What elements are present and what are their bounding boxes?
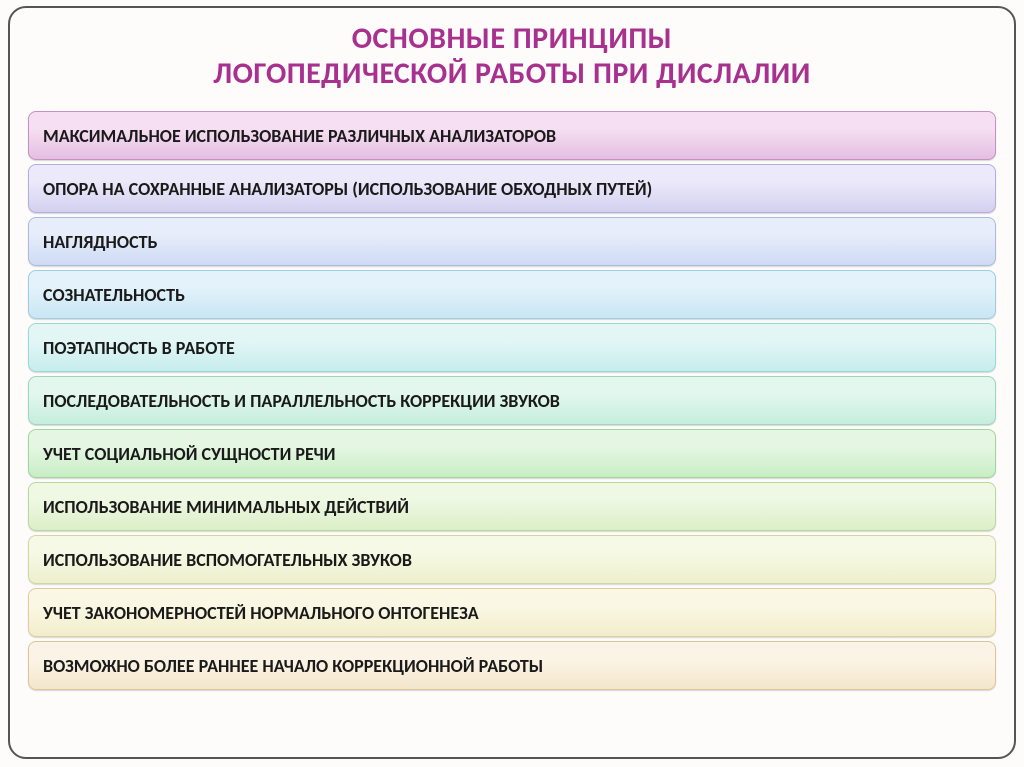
title-line-2: ЛОГОПЕДИЧЕСКОЙ РАБОТЫ ПРИ ДИСЛАЛИИ [28,57,996,92]
principle-bar: УЧЕТ ЗАКОНОМЕРНОСТЕЙ НОРМАЛЬНОГО ОНТОГЕН… [28,588,996,637]
principle-label: УЧЕТ СОЦИАЛЬНОЙ СУЩНОСТИ РЕЧИ [43,443,336,465]
principle-label: ВОЗМОЖНО БОЛЕЕ РАННЕЕ НАЧАЛО КОРРЕКЦИОНН… [43,655,543,677]
principle-label: ИСПОЛЬЗОВАНИЕ ВСПОМОГАТЕЛЬНЫХ ЗВУКОВ [43,549,412,571]
principle-bar: НАГЛЯДНОСТЬ [28,217,996,266]
principle-label: НАГЛЯДНОСТЬ [43,231,157,253]
principle-label: ПОСЛЕДОВАТЕЛЬНОСТЬ И ПАРАЛЛЕЛЬНОСТЬ КОРР… [43,390,560,412]
principle-label: ПОЭТАПНОСТЬ В РАБОТЕ [43,337,235,359]
principle-label: ОПОРА НА СОХРАННЫЕ АНАЛИЗАТОРЫ (ИСПОЛЬЗО… [43,178,652,200]
principle-label: СОЗНАТЕЛЬНОСТЬ [43,284,185,306]
slide-frame: ОСНОВНЫЕ ПРИНЦИПЫ ЛОГОПЕДИЧЕСКОЙ РАБОТЫ … [8,6,1016,759]
principle-bar: ПОСЛЕДОВАТЕЛЬНОСТЬ И ПАРАЛЛЕЛЬНОСТЬ КОРР… [28,376,996,425]
principle-bar: СОЗНАТЕЛЬНОСТЬ [28,270,996,319]
principle-bar: ИСПОЛЬЗОВАНИЕ МИНИМАЛЬНЫХ ДЕЙСТВИЙ [28,482,996,531]
principle-label: МАКСИМАЛЬНОЕ ИСПОЛЬЗОВАНИЕ РАЗЛИЧНЫХ АНА… [43,125,556,147]
principle-bar: ОПОРА НА СОХРАННЫЕ АНАЛИЗАТОРЫ (ИСПОЛЬЗО… [28,164,996,213]
principles-list: МАКСИМАЛЬНОЕ ИСПОЛЬЗОВАНИЕ РАЗЛИЧНЫХ АНА… [28,111,996,690]
principle-bar: МАКСИМАЛЬНОЕ ИСПОЛЬЗОВАНИЕ РАЗЛИЧНЫХ АНА… [28,111,996,160]
principle-bar: ВОЗМОЖНО БОЛЕЕ РАННЕЕ НАЧАЛО КОРРЕКЦИОНН… [28,641,996,690]
principle-bar: УЧЕТ СОЦИАЛЬНОЙ СУЩНОСТИ РЕЧИ [28,429,996,478]
principle-label: ИСПОЛЬЗОВАНИЕ МИНИМАЛЬНЫХ ДЕЙСТВИЙ [43,496,409,518]
principle-label: УЧЕТ ЗАКОНОМЕРНОСТЕЙ НОРМАЛЬНОГО ОНТОГЕН… [43,602,479,624]
title-line-1: ОСНОВНЫЕ ПРИНЦИПЫ [28,22,996,57]
principle-bar: ПОЭТАПНОСТЬ В РАБОТЕ [28,323,996,372]
principle-bar: ИСПОЛЬЗОВАНИЕ ВСПОМОГАТЕЛЬНЫХ ЗВУКОВ [28,535,996,584]
slide-title: ОСНОВНЫЕ ПРИНЦИПЫ ЛОГОПЕДИЧЕСКОЙ РАБОТЫ … [28,22,996,91]
